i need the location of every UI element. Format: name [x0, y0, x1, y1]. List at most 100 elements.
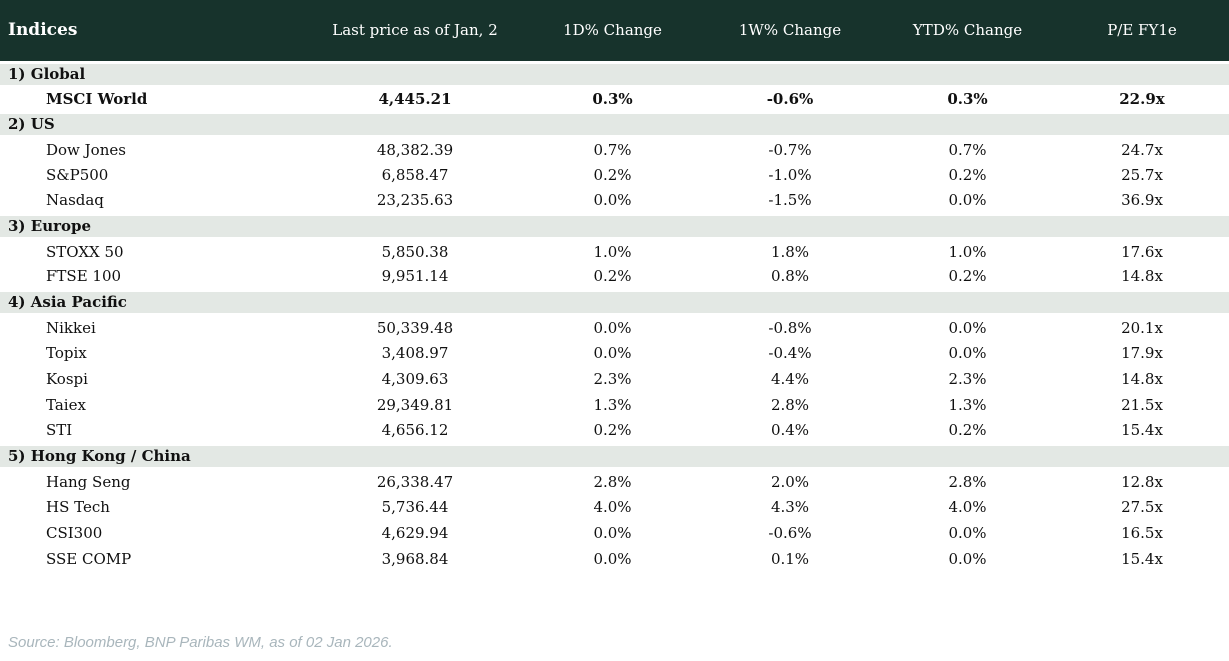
index-row: Dow Jones 48,382.39 0.7% -0.7% 0.7% 24.7x — [0, 136, 1229, 162]
change-1d-cell: 0.3% — [592, 89, 633, 108]
index-name-cell: CSI300 — [46, 524, 103, 542]
index-row: Hang Seng 26,338.47 2.8% 2.0% 2.8% 12.8x — [0, 468, 1229, 494]
last-price-cell: 4,309.63 — [381, 370, 449, 388]
index-row: SSE COMP 3,968.84 0.0% 0.1% 0.0% 15.4x — [0, 546, 1229, 572]
column-header-1w-change: 1W% Change — [738, 21, 842, 40]
index-name-cell: STOXX 50 — [46, 242, 124, 261]
pe-fy1e-cell: 17.6x — [1121, 242, 1163, 261]
change-1d-cell: 1.3% — [593, 396, 632, 414]
source-note: Source: Bloomberg, BNP Paribas WM, as of… — [8, 634, 393, 651]
section-label: 5) Hong Kong / China — [0, 442, 1229, 469]
index-name-cell: SSE COMP — [46, 550, 132, 568]
change-1w-cell: 0.4% — [770, 421, 810, 440]
table-header-row: Indices Last price as of Jan, 2 1D% Chan… — [0, 0, 1229, 62]
change-1d-cell: 0.0% — [593, 191, 632, 210]
column-header-last-price: Last price as of Jan, 2 — [332, 21, 498, 40]
last-price-cell: 4,445.21 — [378, 89, 452, 108]
change-1d-cell: 0.0% — [593, 344, 632, 362]
last-price-cell: 3,968.84 — [381, 550, 449, 568]
change-ytd-cell: 0.3% — [947, 89, 988, 108]
pe-fy1e-cell: 17.9x — [1121, 344, 1163, 362]
index-row: HS Tech 5,736.44 4.0% 4.3% 4.0% 27.5x — [0, 494, 1229, 520]
change-ytd-cell: 2.3% — [948, 370, 987, 388]
change-1d-cell: 0.2% — [593, 421, 632, 440]
change-1w-cell: -0.6% — [768, 524, 812, 542]
index-row: Kospi 4,309.63 2.3% 4.4% 2.3% 14.8x — [0, 366, 1229, 392]
index-name-cell: Nasdaq — [46, 191, 104, 210]
change-ytd-cell: 1.3% — [948, 396, 987, 414]
index-row: MSCI World 4,445.21 0.3% -0.6% 0.3% 22.9x — [0, 86, 1229, 112]
change-1w-cell: 4.3% — [770, 498, 810, 516]
pe-fy1e-cell: 15.4x — [1121, 550, 1163, 568]
change-1d-cell: 0.0% — [593, 524, 632, 542]
index-name-cell: STI — [46, 421, 73, 440]
section-row: 5) Hong Kong / China — [0, 442, 1229, 469]
change-1w-cell: -0.7% — [768, 140, 812, 159]
index-row: Nikkei 50,339.48 0.0% -0.8% 0.0% 20.1x — [0, 314, 1229, 340]
last-price-cell: 5,736.44 — [381, 498, 449, 516]
pe-fy1e-cell: 16.5x — [1121, 524, 1163, 542]
index-row: CSI300 4,629.94 0.0% -0.6% 0.0% 16.5x — [0, 520, 1229, 546]
index-name-cell: FTSE 100 — [46, 267, 122, 286]
index-row: Topix 3,408.97 0.0% -0.4% 0.0% 17.9x — [0, 340, 1229, 366]
change-ytd-cell: 0.2% — [948, 166, 987, 184]
pe-fy1e-cell: 21.5x — [1121, 396, 1163, 414]
change-1d-cell: 1.0% — [593, 242, 632, 261]
indices-table: Indices Last price as of Jan, 2 1D% Chan… — [0, 0, 1229, 572]
pe-fy1e-cell: 22.9x — [1119, 89, 1165, 108]
change-ytd-cell: 0.0% — [948, 318, 987, 337]
change-1w-cell: 0.8% — [770, 267, 810, 286]
change-ytd-cell: 0.7% — [948, 140, 987, 159]
pe-fy1e-cell: 14.8x — [1121, 267, 1163, 286]
change-1w-cell: -0.4% — [768, 344, 812, 362]
change-ytd-cell: 0.0% — [948, 344, 987, 362]
section-label: 1) Global — [0, 60, 1229, 87]
change-1d-cell: 0.7% — [593, 140, 632, 159]
change-ytd-cell: 0.0% — [948, 550, 987, 568]
section-row: 4) Asia Pacific — [0, 288, 1229, 315]
change-1d-cell: 0.2% — [593, 166, 632, 184]
index-name-cell: Kospi — [46, 370, 88, 388]
last-price-cell: 4,629.94 — [381, 524, 449, 542]
change-1w-cell: -0.8% — [768, 318, 812, 337]
section-row: 3) Europe — [0, 212, 1229, 239]
column-header-1d-change: 1D% Change — [563, 21, 662, 40]
pe-fy1e-cell: 12.8x — [1121, 472, 1163, 491]
index-row: FTSE 100 9,951.14 0.2% 0.8% 0.2% 14.8x — [0, 264, 1229, 290]
change-1d-cell: 2.3% — [593, 370, 632, 388]
change-ytd-cell: 4.0% — [948, 498, 987, 516]
pe-fy1e-cell: 24.7x — [1121, 140, 1163, 159]
pe-fy1e-cell: 20.1x — [1121, 318, 1163, 337]
last-price-cell: 48,382.39 — [376, 140, 454, 159]
last-price-cell: 6,858.47 — [381, 166, 449, 184]
last-price-cell: 5,850.38 — [381, 242, 449, 261]
section-label: 3) Europe — [0, 212, 1229, 239]
pe-fy1e-cell: 14.8x — [1121, 370, 1163, 388]
index-name-cell: MSCI World — [46, 89, 148, 108]
change-ytd-cell: 0.2% — [948, 267, 987, 286]
index-name-cell: HS Tech — [46, 498, 110, 516]
last-price-cell: 23,235.63 — [376, 191, 454, 210]
change-1d-cell: 0.0% — [593, 318, 632, 337]
change-ytd-cell: 2.8% — [948, 472, 987, 491]
last-price-cell: 29,349.81 — [376, 396, 454, 414]
index-row: STI 4,656.12 0.2% 0.4% 0.2% 15.4x — [0, 418, 1229, 444]
section-label: 2) US — [0, 110, 1229, 137]
index-row: Taiex 29,349.81 1.3% 2.8% 1.3% 21.5x — [0, 392, 1229, 418]
column-header-indices: Indices — [8, 20, 78, 41]
change-1d-cell: 4.0% — [593, 498, 632, 516]
index-name-cell: Nikkei — [46, 318, 96, 337]
index-row: Nasdaq 23,235.63 0.0% -1.5% 0.0% 36.9x — [0, 188, 1229, 214]
last-price-cell: 26,338.47 — [376, 472, 454, 491]
last-price-cell: 4,656.12 — [381, 421, 449, 440]
change-ytd-cell: 1.0% — [948, 242, 987, 261]
change-1w-cell: -1.5% — [768, 191, 812, 210]
last-price-cell: 3,408.97 — [381, 344, 449, 362]
column-header-pe-fy1e: P/E FY1e — [1107, 21, 1177, 40]
index-row: S&P500 6,858.47 0.2% -1.0% 0.2% 25.7x — [0, 162, 1229, 188]
column-header-ytd-change: YTD% Change — [912, 21, 1023, 40]
pe-fy1e-cell: 15.4x — [1121, 421, 1163, 440]
index-name-cell: Topix — [46, 344, 87, 362]
section-row: 2) US — [0, 110, 1229, 137]
